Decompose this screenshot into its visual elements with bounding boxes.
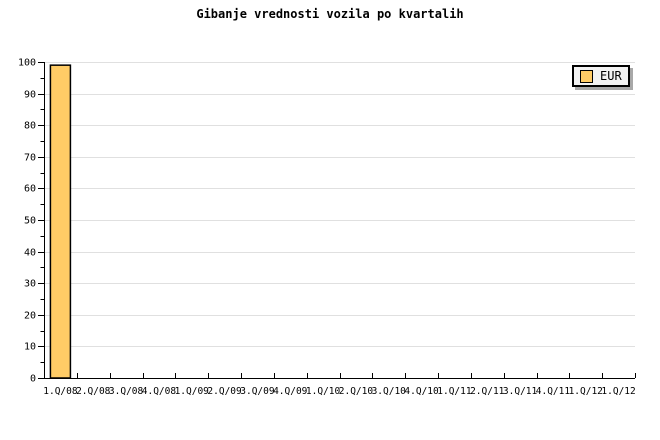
x-tick-label: 4.Q/10	[404, 386, 439, 397]
chart-title: Gibanje vrednosti vozila po kvartalih	[196, 7, 464, 21]
y-tick-label: 90	[24, 90, 36, 101]
x-tick-label: 1.Q/12	[569, 386, 603, 397]
eur-series-swatch-icon	[580, 69, 593, 83]
x-tick-label: 2.Q/10	[339, 386, 374, 397]
y-tick-label: 0	[30, 374, 36, 385]
x-tick-label: 4.Q/09	[273, 386, 308, 397]
y-tick-label: 10	[24, 342, 36, 353]
y-tick-label: 100	[18, 58, 36, 69]
x-tick-label: 4.Q/08	[142, 386, 177, 397]
x-tick-label: 2.Q/11	[470, 386, 505, 397]
x-tick-label: 3.Q/08	[109, 386, 144, 397]
x-tick-label: 1.Q/11	[437, 386, 472, 397]
y-tick-label: 40	[24, 248, 36, 259]
x-tick-label: 1.Q/09	[175, 386, 210, 397]
x-tick-label: 1.Q/08	[43, 386, 78, 397]
legend-label-eur: EUR	[600, 69, 622, 83]
x-tick-label: 1.Q/10	[306, 386, 341, 397]
y-tick-label: 60	[24, 184, 36, 195]
x-tick-label: 2.Q/08	[76, 386, 111, 397]
x-tick-label: 3.Q/10	[372, 386, 407, 397]
y-tick-label: 80	[24, 121, 36, 132]
bar	[49, 64, 72, 379]
y-tick-label: 20	[24, 311, 36, 322]
y-tick-label: 30	[24, 279, 36, 290]
x-tick-label: 3.Q/11	[503, 386, 538, 397]
x-tick-label: 3.Q/09	[240, 386, 275, 397]
y-tick-label: 70	[24, 153, 36, 164]
legend: EUR	[572, 65, 630, 87]
x-tick-label: 2.Q/09	[207, 386, 242, 397]
x-tick-label: 1.Q/12	[601, 386, 635, 397]
x-tick-label: 4.Q/11	[536, 386, 571, 397]
y-tick-label: 50	[24, 216, 36, 227]
